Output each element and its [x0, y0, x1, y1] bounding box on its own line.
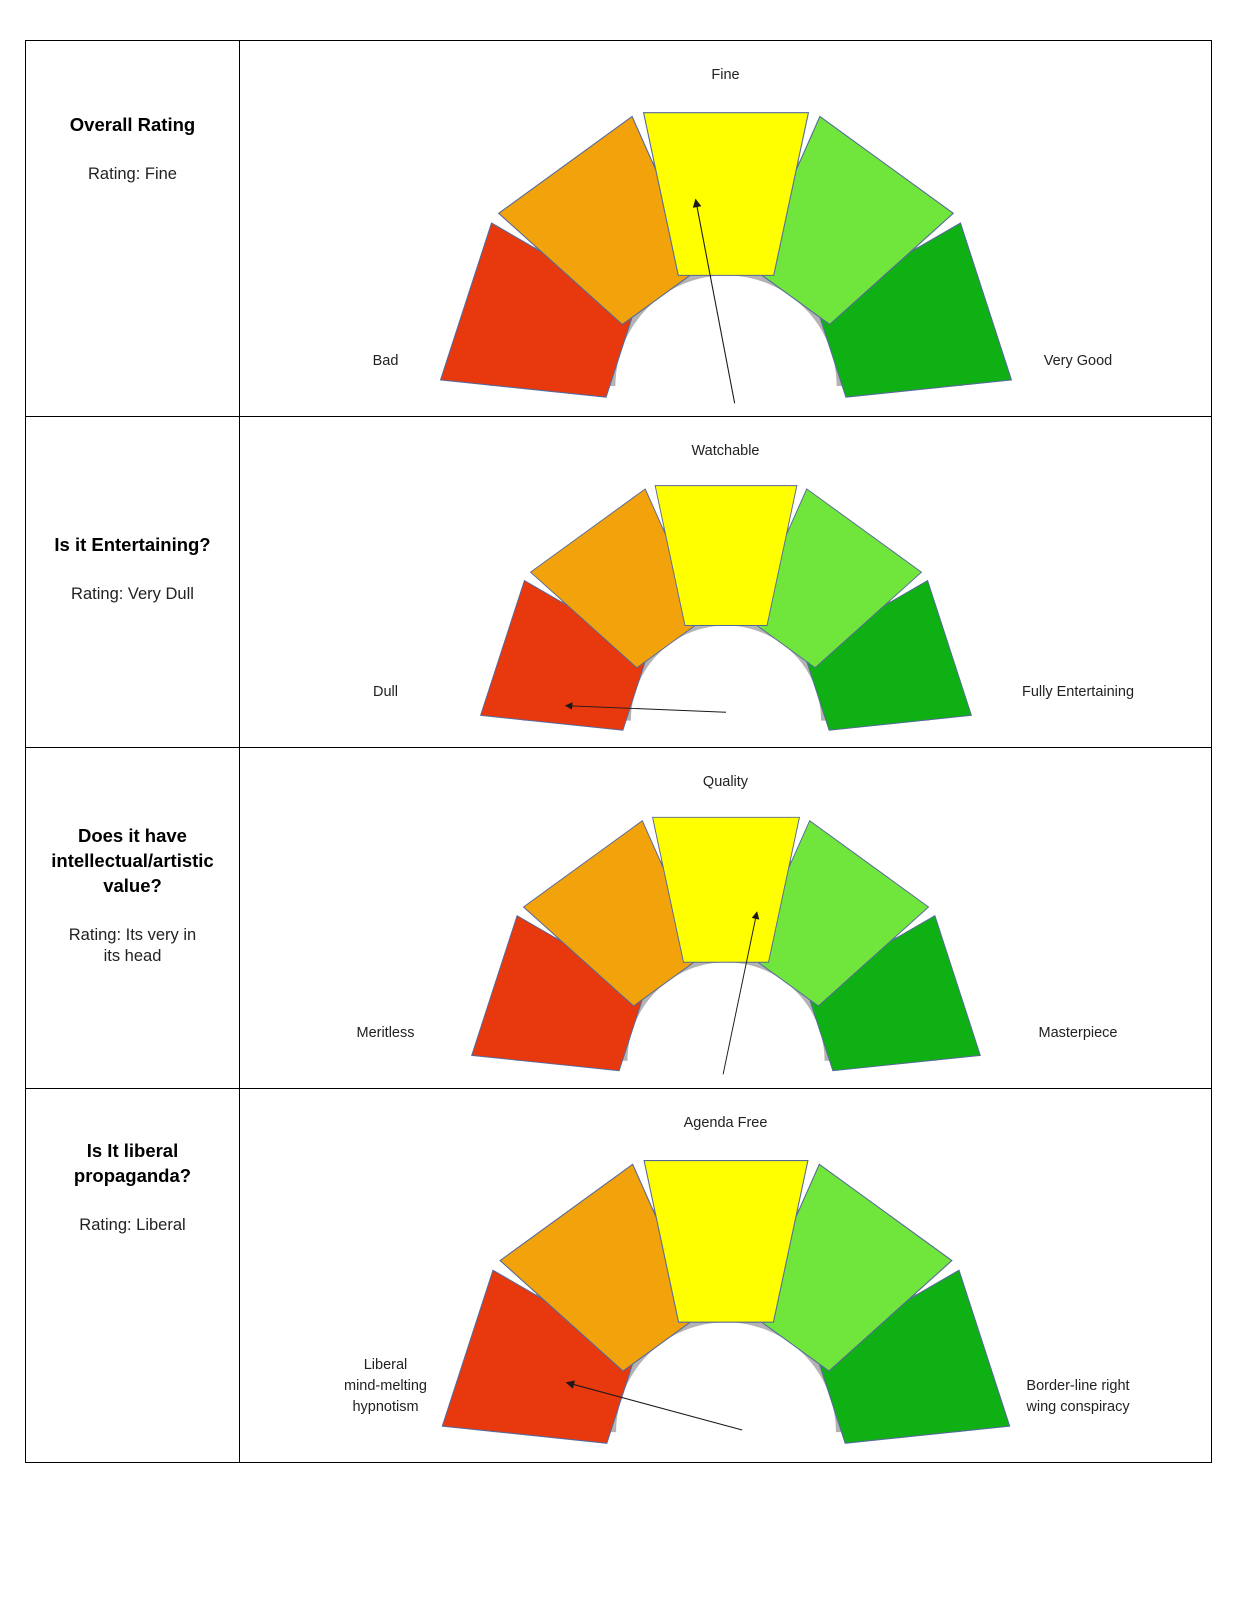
- gauge-top-label: Agenda Free: [683, 1115, 768, 1131]
- gauge-top-label: Watchable: [691, 443, 760, 459]
- category-title: Does it have intellectual/artistic value…: [51, 825, 214, 896]
- gauge-cell: Watchable Dull Fully Entertaining: [240, 417, 1211, 747]
- gauge-left-label: Meritless: [356, 1024, 415, 1041]
- table-row: Overall Rating Rating: Fine Fine Bad Ver…: [26, 41, 1211, 416]
- rating-value: Rating: Liberal: [79, 1215, 186, 1234]
- gauge-segment-1: [522, 819, 703, 1007]
- category-title: Is it Entertaining?: [54, 534, 211, 555]
- gauge-segment-0: [479, 579, 649, 731]
- rating-label-cell: Is it Entertaining? Rating: Very Dull: [26, 417, 240, 747]
- gauge-segment-0: [441, 1269, 637, 1444]
- gauge-segment-2: [642, 112, 809, 276]
- gauge-segment-3: [751, 115, 954, 326]
- gauge-segment-1: [529, 488, 704, 669]
- gauge-segment-2: [654, 485, 797, 626]
- table-row: Is It liberal propaganda? Rating: Libera…: [26, 1088, 1211, 1462]
- gauge-segment-4: [815, 222, 1012, 398]
- category-title: Overall Rating: [69, 114, 196, 135]
- rating-label-cell: Does it have intellectual/artistic value…: [26, 748, 240, 1088]
- gauge-needle: [692, 198, 735, 404]
- gauge-top-label: Quality: [702, 774, 749, 790]
- gauge-segment-1: [498, 1163, 700, 1372]
- ratings-table: Overall Rating Rating: Fine Fine Bad Ver…: [25, 40, 1212, 1463]
- category-title: Is It liberal propaganda?: [73, 1140, 192, 1186]
- gauge-chart: [439, 112, 1012, 404]
- gauge-left-label: Bad: [372, 352, 399, 369]
- gauge-left-label: Liberal mind-melting hypnotism: [344, 1356, 427, 1415]
- gauge-needle: [722, 911, 759, 1075]
- gauge-segment-2: [642, 1160, 809, 1323]
- table-row: Is it Entertaining? Rating: Very Dull Wa…: [26, 416, 1211, 747]
- gauge-right-label: Very Good: [1043, 352, 1113, 369]
- rating-value: Rating: Fine: [88, 164, 177, 183]
- gauge-chart: [479, 485, 972, 731]
- gauge-segment-3: [748, 819, 929, 1007]
- gauge-cell: Fine Bad Very Good: [240, 41, 1211, 416]
- gauge-segment-4: [802, 579, 972, 731]
- gauge-needle: [565, 1380, 742, 1431]
- gauge-segment-2: [651, 816, 800, 963]
- gauge-left-label: Dull: [373, 683, 398, 700]
- gauge-segment-3: [747, 488, 922, 669]
- gauge-segment-3: [751, 1163, 953, 1372]
- gauge: Fine Bad Very Good: [240, 41, 1211, 416]
- gauge-top-label: Fine: [711, 67, 740, 83]
- gauge-right-label: Border-line right wing conspiracy: [1026, 1377, 1130, 1415]
- rating-label-cell: Overall Rating Rating: Fine: [26, 41, 240, 416]
- gauge-right-label: Masterpiece: [1038, 1024, 1118, 1041]
- rating-value: Rating: Its very in its head: [68, 925, 197, 966]
- gauge-cell: Quality Meritless Masterpiece: [240, 748, 1211, 1088]
- gauge: Quality Meritless Masterpiece: [240, 748, 1211, 1088]
- gauge-segment-0: [470, 914, 646, 1072]
- gauge: Watchable Dull Fully Entertaining: [240, 417, 1211, 747]
- gauge-segment-1: [497, 115, 700, 326]
- table-row: Does it have intellectual/artistic value…: [26, 747, 1211, 1088]
- gauge-cell: Agenda Free Liberal mind-melting hypnoti…: [240, 1089, 1211, 1462]
- gauge-chart: [470, 816, 981, 1075]
- gauge-chart: [441, 1160, 1010, 1444]
- gauge-segment-0: [439, 222, 636, 398]
- gauge-segment-4: [814, 1269, 1010, 1444]
- gauge: Agenda Free Liberal mind-melting hypnoti…: [240, 1089, 1211, 1462]
- gauge-needle: [564, 702, 726, 713]
- gauge-right-label: Fully Entertaining: [1021, 683, 1135, 700]
- rating-label-cell: Is It liberal propaganda? Rating: Libera…: [26, 1089, 240, 1462]
- rating-value: Rating: Very Dull: [71, 584, 194, 603]
- gauge-segment-4: [805, 914, 981, 1072]
